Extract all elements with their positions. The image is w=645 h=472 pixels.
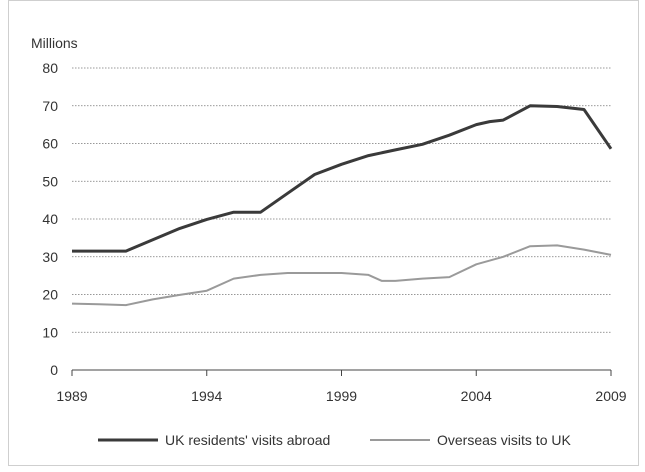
y-tick-label: 30	[42, 249, 58, 265]
x-tick-label: 2004	[461, 388, 492, 404]
x-tick-label: 1989	[56, 388, 87, 404]
gridlines	[72, 68, 611, 370]
y-tick-label: 20	[42, 287, 58, 303]
x-tick-label: 2009	[595, 388, 626, 404]
series-line-uk-residents-visits-abroad	[72, 106, 611, 251]
y-tick-label: 60	[42, 136, 58, 152]
x-tick-label: 1994	[191, 388, 222, 404]
y-tick-label: 70	[42, 98, 58, 114]
y-tick-label: 80	[42, 60, 58, 76]
y-tick-label: 10	[42, 324, 58, 340]
legend-label: Overseas visits to UK	[437, 432, 571, 448]
series-line-overseas-visits-to-uk	[72, 245, 611, 305]
x-tick-label: 1999	[326, 388, 357, 404]
y-axis-ticks: 0 10 20 30 40 50 60 70 80	[42, 60, 58, 378]
y-tick-label: 0	[50, 362, 58, 378]
legend: UK residents' visits abroad Overseas visi…	[98, 432, 571, 448]
y-tick-label: 50	[42, 173, 58, 189]
y-axis-unit-label: Millions	[31, 35, 78, 51]
legend-label: UK residents' visits abroad	[165, 432, 330, 448]
y-tick-label: 40	[42, 211, 58, 227]
series-lines	[72, 106, 611, 305]
x-axis-ticks: 1989 1994 1999 2004 2009	[56, 370, 626, 404]
